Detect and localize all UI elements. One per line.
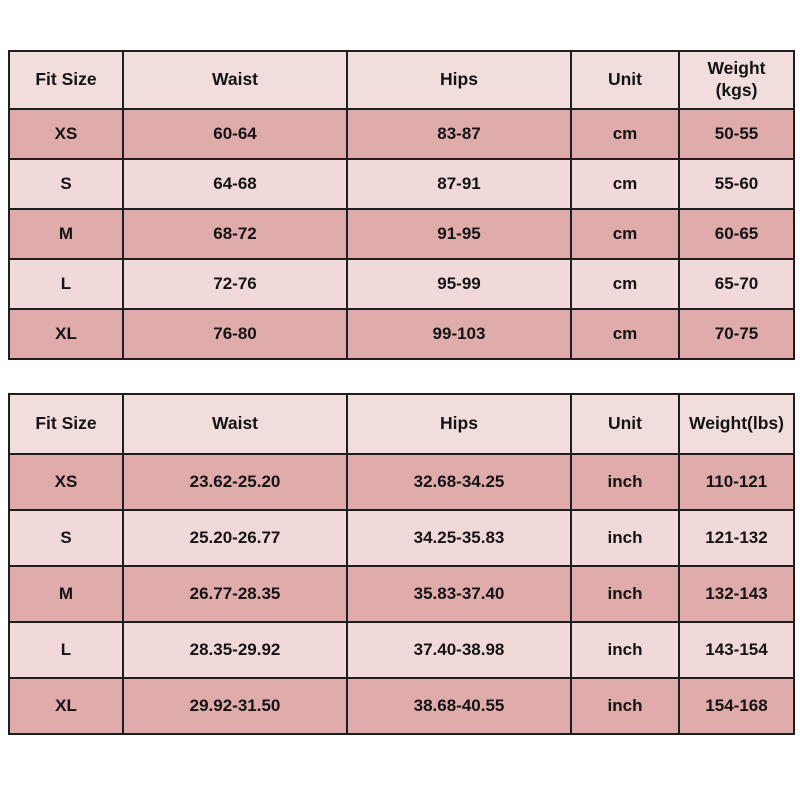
column-header-waist: Waist <box>122 50 348 110</box>
column-header-hips: Hips <box>346 393 572 455</box>
table-row-xl: XL 76-80 99-103 cm 70-75 <box>8 308 795 360</box>
table-row-m: M 26.77-28.35 35.83-37.40 inch 132-143 <box>8 565 795 623</box>
table-row-xl: XL 29.92-31.50 38.68-40.55 inch 154-168 <box>8 677 795 735</box>
cell-hips: 34.25-35.83 <box>346 509 572 567</box>
cell-weight: 50-55 <box>678 108 795 160</box>
table-row-xs: XS 60-64 83-87 cm 50-55 <box>8 108 795 160</box>
cell-weight: 121-132 <box>678 509 795 567</box>
cell-fit-size: L <box>8 621 124 679</box>
cell-fit-size: M <box>8 208 124 260</box>
cell-waist: 23.62-25.20 <box>122 453 348 511</box>
cell-hips: 32.68-34.25 <box>346 453 572 511</box>
cell-hips: 99-103 <box>346 308 572 360</box>
cell-waist: 64-68 <box>122 158 348 210</box>
column-header-weight-lbs: Weight(lbs) <box>678 393 795 455</box>
column-header-hips: Hips <box>346 50 572 110</box>
column-header-waist: Waist <box>122 393 348 455</box>
cell-unit: cm <box>570 308 680 360</box>
cell-weight: 154-168 <box>678 677 795 735</box>
cell-fit-size: L <box>8 258 124 310</box>
size-table-imperial: Fit Size Waist Hips Unit Weight(lbs) XS … <box>8 393 795 735</box>
cell-weight: 65-70 <box>678 258 795 310</box>
cell-fit-size: S <box>8 509 124 567</box>
cell-waist: 72-76 <box>122 258 348 310</box>
table-row-s: S 25.20-26.77 34.25-35.83 inch 121-132 <box>8 509 795 567</box>
cell-weight: 70-75 <box>678 308 795 360</box>
table-row-l: L 28.35-29.92 37.40-38.98 inch 143-154 <box>8 621 795 679</box>
cell-unit: cm <box>570 158 680 210</box>
cell-hips: 83-87 <box>346 108 572 160</box>
cell-unit: inch <box>570 509 680 567</box>
cell-unit: cm <box>570 258 680 310</box>
cell-hips: 37.40-38.98 <box>346 621 572 679</box>
cell-unit: cm <box>570 208 680 260</box>
cell-waist: 76-80 <box>122 308 348 360</box>
cell-hips: 35.83-37.40 <box>346 565 572 623</box>
cell-hips: 87-91 <box>346 158 572 210</box>
cell-fit-size: XL <box>8 677 124 735</box>
header-row: Fit Size Waist Hips Unit Weight (kgs) <box>8 50 795 110</box>
header-row: Fit Size Waist Hips Unit Weight(lbs) <box>8 393 795 455</box>
column-header-unit: Unit <box>570 393 680 455</box>
column-header-unit: Unit <box>570 50 680 110</box>
table-row-s: S 64-68 87-91 cm 55-60 <box>8 158 795 210</box>
cell-unit: cm <box>570 108 680 160</box>
cell-fit-size: S <box>8 158 124 210</box>
cell-weight: 60-65 <box>678 208 795 260</box>
cell-fit-size: XS <box>8 108 124 160</box>
cell-unit: inch <box>570 677 680 735</box>
table-row-l: L 72-76 95-99 cm 65-70 <box>8 258 795 310</box>
cell-waist: 29.92-31.50 <box>122 677 348 735</box>
cell-waist: 25.20-26.77 <box>122 509 348 567</box>
cell-weight: 110-121 <box>678 453 795 511</box>
column-header-fit-size: Fit Size <box>8 393 124 455</box>
cell-unit: inch <box>570 453 680 511</box>
cell-waist: 60-64 <box>122 108 348 160</box>
cell-hips: 95-99 <box>346 258 572 310</box>
size-table-metric: Fit Size Waist Hips Unit Weight (kgs) XS… <box>8 50 795 360</box>
cell-weight: 55-60 <box>678 158 795 210</box>
cell-weight: 143-154 <box>678 621 795 679</box>
cell-fit-size: XL <box>8 308 124 360</box>
table-row-m: M 68-72 91-95 cm 60-65 <box>8 208 795 260</box>
table-row-xs: XS 23.62-25.20 32.68-34.25 inch 110-121 <box>8 453 795 511</box>
cell-weight: 132-143 <box>678 565 795 623</box>
cell-hips: 91-95 <box>346 208 572 260</box>
cell-hips: 38.68-40.55 <box>346 677 572 735</box>
cell-waist: 28.35-29.92 <box>122 621 348 679</box>
cell-waist: 68-72 <box>122 208 348 260</box>
column-header-weight-kgs: Weight (kgs) <box>678 50 795 110</box>
cell-unit: inch <box>570 565 680 623</box>
cell-fit-size: XS <box>8 453 124 511</box>
cell-fit-size: M <box>8 565 124 623</box>
cell-unit: inch <box>570 621 680 679</box>
cell-waist: 26.77-28.35 <box>122 565 348 623</box>
column-header-fit-size: Fit Size <box>8 50 124 110</box>
